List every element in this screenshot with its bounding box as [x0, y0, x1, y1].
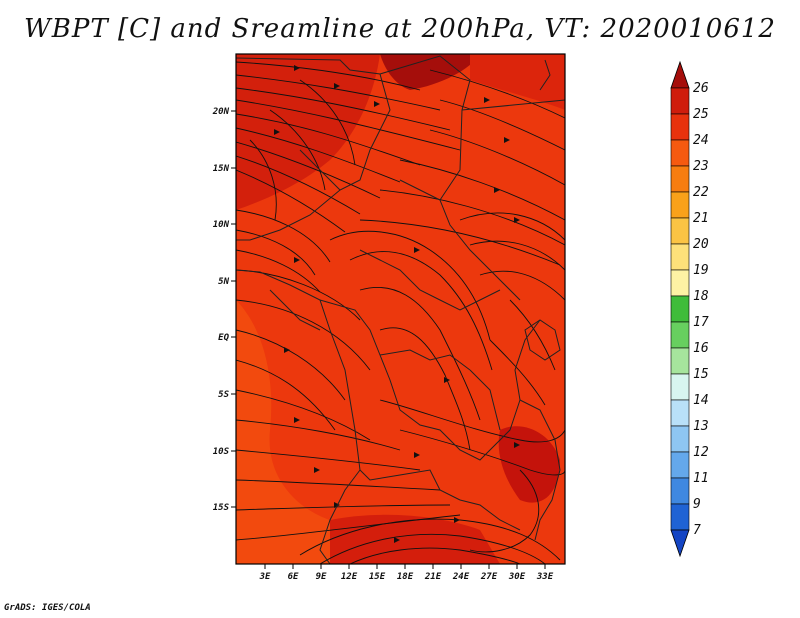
colorbar-segment: [670, 217, 690, 245]
colorbar-segment: [670, 451, 690, 479]
colorbar-segment: [670, 139, 690, 167]
colorbar-label: 23: [693, 159, 709, 174]
colorbar-label: 21: [693, 211, 709, 226]
colorbar-top-triangle: [670, 60, 690, 89]
streamline-arrows: [274, 65, 520, 543]
lat-label-eq: EQ: [218, 333, 229, 343]
colorbar-label: 25: [693, 107, 709, 122]
colorbar-segment: [670, 113, 690, 141]
colorbar-segment: [670, 87, 690, 115]
colorbar-segment: [670, 269, 690, 297]
colorbar-segment: [670, 347, 690, 375]
colorbar-label: 11: [693, 471, 709, 486]
lon-label-12e: 12E: [341, 572, 358, 582]
colorbar-segment: [670, 373, 690, 401]
wbpt-field-ne: [470, 54, 565, 110]
wbpt-field-warm-west: [236, 300, 330, 564]
map-frame: [235, 53, 566, 565]
colorbar-segment: [670, 191, 690, 219]
colorbar: 26 25 24 23 22 21 20 19 18 17 16 15 14 13 12 11 9 7: [670, 60, 709, 558]
colorbar-segment: [670, 425, 690, 453]
lat-label-20n: 20N: [212, 107, 230, 117]
lat-label-10n: 10N: [213, 220, 230, 230]
lon-label-15e: 15E: [369, 572, 386, 582]
colorbar-segments: [670, 87, 690, 531]
colorbar-label: 24: [693, 133, 709, 148]
colorbar-segment: [670, 477, 690, 505]
lon-label-27e: 27E: [480, 572, 498, 582]
lat-label-10s: 10S: [213, 447, 230, 457]
colorbar-segment: [670, 165, 690, 193]
chart-title: WBPT [C] and Sreamline at 200hPa, VT: 20…: [24, 14, 776, 44]
colorbar-label: 20: [693, 237, 709, 252]
colorbar-label: 16: [693, 341, 709, 356]
colorbar-label: 17: [693, 315, 709, 330]
colorbar-label: 26: [693, 81, 709, 96]
colorbar-label: 7: [693, 523, 701, 538]
colorbar-labels: 26 25 24 23 22 21 20 19 18 17 16 15 14 13 12 11 9 7: [693, 81, 709, 538]
colorbar-label: 12: [693, 445, 709, 460]
grads-credit: GrADS: IGES/COLA: [4, 603, 91, 613]
lat-labels: 20N 15N 10N 5N EQ 5S 10S 15S: [212, 107, 230, 513]
colorbar-label: 18: [693, 289, 709, 304]
colorbar-label: 13: [693, 419, 709, 434]
colorbar-label: 14: [693, 393, 709, 408]
lat-label-15n: 15N: [213, 164, 230, 174]
colorbar-segment: [670, 399, 690, 427]
lat-label-5n: 5N: [218, 277, 229, 287]
colorbar-segment: [670, 321, 690, 349]
colorbar-segment: [670, 295, 690, 323]
colorbar-label: 19: [693, 263, 709, 278]
wbpt-field-max: [380, 54, 480, 90]
lon-label-24e: 24E: [452, 572, 470, 582]
streamlines: [236, 61, 565, 564]
map-panel: [236, 54, 565, 564]
colorbar-segment: [670, 503, 690, 531]
country-borders: [236, 55, 565, 564]
lon-label-9e: 9E: [316, 572, 327, 582]
colorbar-label: 9: [693, 497, 701, 512]
lon-label-21e: 21E: [424, 572, 442, 582]
lon-label-18e: 18E: [397, 572, 414, 582]
colorbar-label: 15: [693, 367, 709, 382]
colorbar-segment: [670, 243, 690, 271]
lon-labels: 3E 6E 9E 12E 15E 18E 21E 24E 27E 30E 33E: [259, 572, 554, 582]
lon-label-3e: 3E: [259, 572, 271, 582]
wbpt-field-south: [330, 514, 500, 564]
lon-ticks: [264, 564, 546, 569]
lon-label-33e: 33E: [536, 572, 554, 582]
colorbar-label: 22: [693, 185, 709, 200]
lat-ticks: [231, 110, 236, 508]
lon-label-6e: 6E: [288, 572, 299, 582]
lon-label-30e: 30E: [508, 572, 526, 582]
colorbar-bottom-triangle: [670, 529, 690, 558]
lat-label-15s: 15S: [213, 503, 230, 513]
lat-label-5s: 5S: [218, 390, 229, 400]
